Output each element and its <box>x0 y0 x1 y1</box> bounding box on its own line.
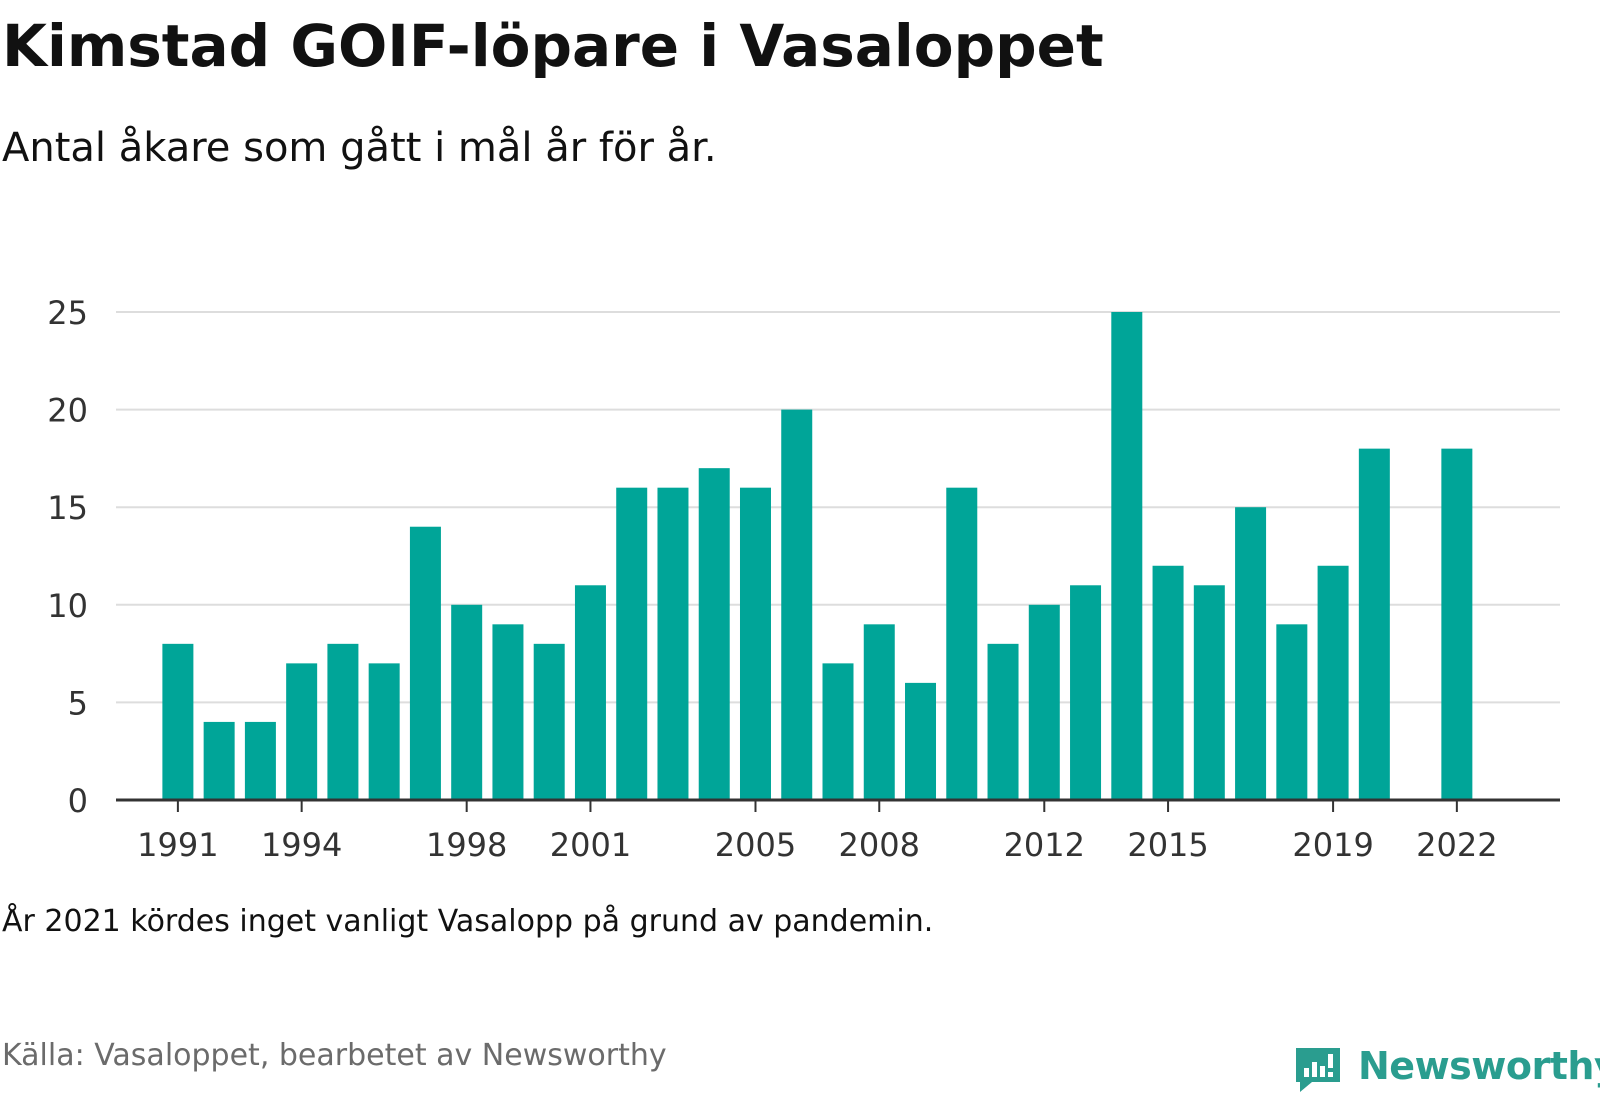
y-tick-label: 10 <box>47 587 88 625</box>
y-tick-label: 5 <box>68 684 88 722</box>
x-tick-label: 1998 <box>426 826 507 864</box>
y-tick-label: 25 <box>47 294 88 332</box>
bar <box>533 643 565 800</box>
bar <box>1235 507 1267 800</box>
bar <box>286 663 318 800</box>
bar <box>451 604 483 800</box>
bar <box>781 409 813 800</box>
bar <box>905 682 937 800</box>
source-credit: Källa: Vasaloppet, bearbetet av Newswort… <box>2 1038 667 1073</box>
chart-title: Kimstad GOIF-löpare i Vasaloppet <box>2 12 1104 80</box>
bar <box>946 487 978 800</box>
bar <box>203 721 235 800</box>
bars <box>162 312 1473 800</box>
y-tick-label: 15 <box>47 489 88 527</box>
bar <box>616 487 648 800</box>
bar <box>162 643 194 800</box>
bar <box>368 663 400 800</box>
y-tick-label: 0 <box>68 782 88 820</box>
bar <box>1070 585 1102 800</box>
bar <box>1028 604 1060 800</box>
brand-name: Newsworthy <box>1358 1044 1600 1088</box>
y-tick-label: 20 <box>47 392 88 430</box>
x-tick-label: 2008 <box>839 826 920 864</box>
x-tick-label: 2015 <box>1127 826 1208 864</box>
x-tick-label: 2005 <box>715 826 796 864</box>
bar <box>244 721 276 800</box>
bar <box>987 643 1019 800</box>
chart-subtitle: Antal åkare som gått i mål år för år. <box>2 125 717 171</box>
bar <box>739 487 771 800</box>
bar <box>698 468 730 800</box>
bar <box>1152 565 1184 800</box>
x-axis-ticks: 1991 1994 1998 2001 2005 2008 2012 2015 2019 2022 <box>137 800 1498 864</box>
bar <box>657 487 689 800</box>
x-tick-label: 2001 <box>550 826 631 864</box>
bar <box>574 585 606 800</box>
bar <box>1111 312 1143 800</box>
bar <box>1317 565 1349 800</box>
bar <box>1358 448 1390 800</box>
bar <box>1276 624 1308 800</box>
bar <box>1441 448 1473 800</box>
x-tick-label: 1991 <box>137 826 218 864</box>
x-tick-label: 2019 <box>1292 826 1373 864</box>
x-tick-label: 1994 <box>261 826 342 864</box>
bar <box>327 643 359 800</box>
bar <box>863 624 895 800</box>
footnote: År 2021 kördes inget vanligt Vasalopp på… <box>2 904 934 939</box>
bar <box>492 624 524 800</box>
bar-chart: 0 5 10 15 20 25 1991 1994 1998 2001 2005 2008 2012 2… <box>47 294 1560 864</box>
bar <box>822 663 854 800</box>
x-tick-label: 2012 <box>1004 826 1085 864</box>
bar <box>1193 585 1225 800</box>
y-axis-ticks: 0 5 10 15 20 25 <box>47 294 88 820</box>
newsworthy-logo-icon <box>1296 1048 1340 1092</box>
bar <box>409 526 441 800</box>
x-tick-label: 2022 <box>1416 826 1497 864</box>
brand: Newsworthy <box>1292 1040 1600 1096</box>
